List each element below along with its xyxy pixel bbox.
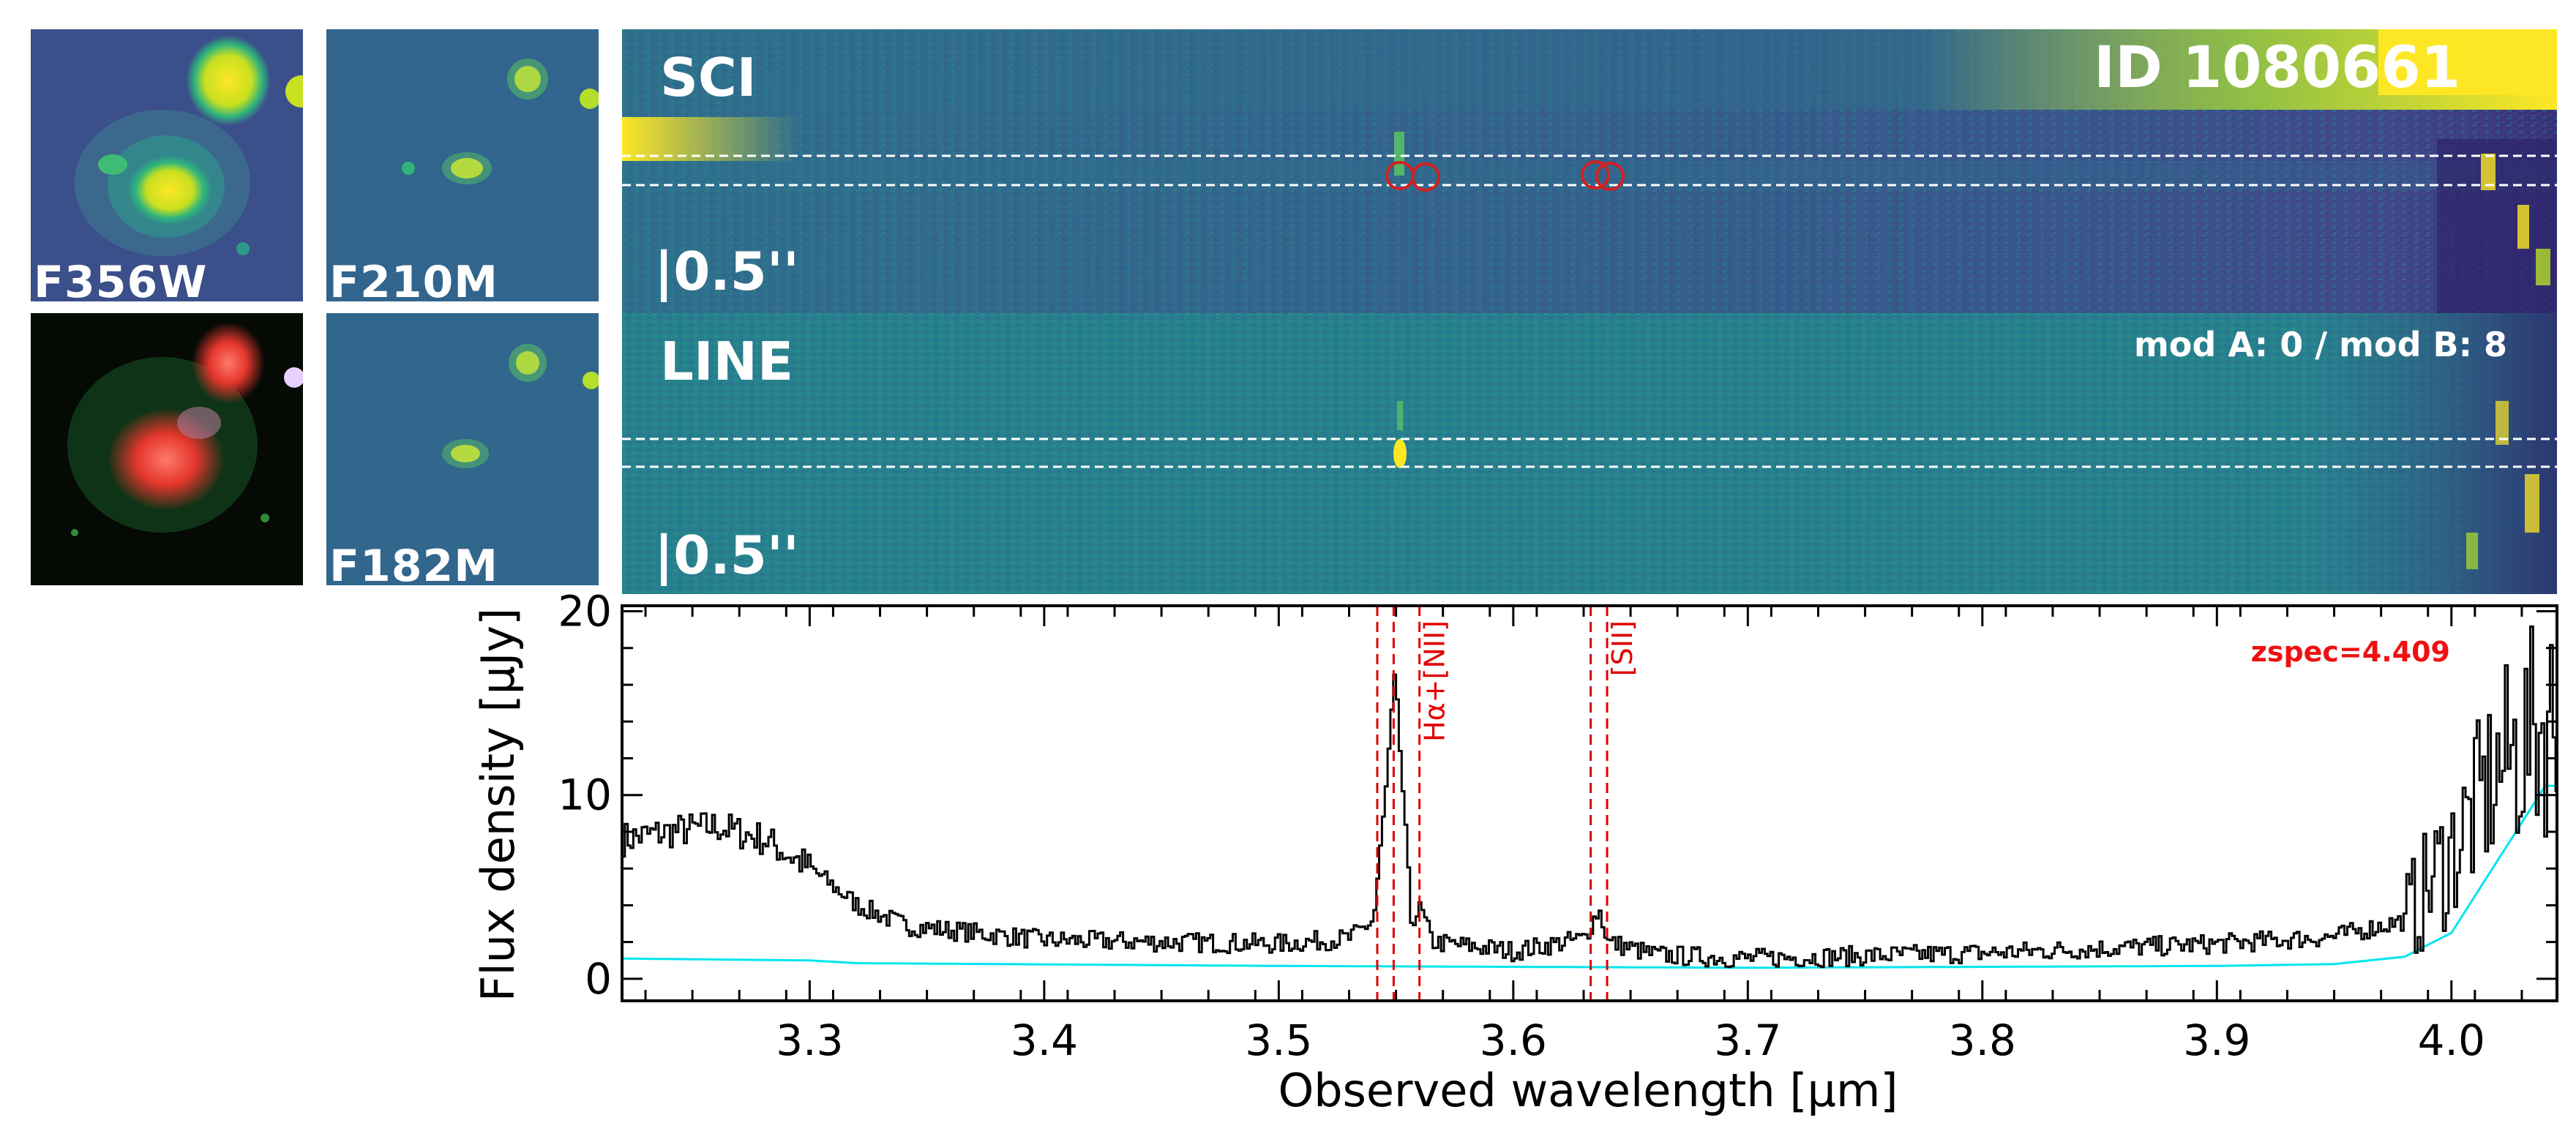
x-tick-label: 3.9 — [2183, 1015, 2250, 1065]
sci-2d-image — [622, 29, 2557, 313]
thumbnail-f356w: F356W — [31, 29, 303, 301]
sci-scale-bar: |0.5'' — [654, 241, 799, 302]
line-2d-image — [622, 313, 2557, 594]
thumbnail-label: F210M — [329, 257, 498, 301]
x-tick-label: 3.7 — [1714, 1015, 1781, 1065]
sci-2d-spectrum: SCI ID 1080661 |0.5'' — [622, 29, 2557, 313]
x-tick-label: 3.4 — [1011, 1015, 1078, 1065]
y-tick-label: 20 — [558, 587, 612, 636]
thumbnail-label: F356W — [34, 257, 208, 301]
sci-label: SCI — [660, 47, 757, 108]
x-tick-label: 3.3 — [776, 1015, 843, 1065]
y-tick-label: 10 — [558, 770, 612, 820]
emission-line-label: [SII] — [1606, 620, 1639, 676]
object-id: ID 1080661 — [2094, 35, 2460, 101]
flux-series-line — [622, 626, 2557, 969]
y-axis-label: Flux density [µJy] — [471, 608, 525, 1002]
x-tick-label: 3.8 — [1949, 1015, 2016, 1065]
x-tick-label: 4.0 — [2418, 1015, 2485, 1065]
thumbnail-f182m-image — [326, 313, 599, 585]
thumbnail-f356w-image — [31, 29, 303, 301]
thumbnail-f210m-image — [326, 29, 599, 301]
plot-frame — [621, 604, 2558, 1002]
error-series-line — [621, 784, 2555, 969]
line-scale-bar: |0.5'' — [654, 525, 799, 586]
emission-line-label: Hα+[NII] — [1419, 620, 1451, 742]
x-axis-label: Observed wavelength [µm] — [1278, 1064, 1898, 1117]
thumbnail-f182m: F182M — [326, 313, 599, 585]
redshift-label: zspec=4.409 — [2251, 636, 2450, 668]
thumbnail-rgb — [31, 313, 303, 585]
x-tick-label: 3.5 — [1245, 1015, 1312, 1065]
thumbnail-label: F182M — [329, 541, 498, 585]
y-tick-label: 0 — [585, 954, 612, 1004]
line-2d-spectrum: LINE mod A: 0 / mod B: 8 |0.5'' — [622, 313, 2557, 594]
line-label: LINE — [660, 331, 794, 392]
thumbnail-f210m: F210M — [326, 29, 599, 301]
thumbnail-rgb-image — [31, 313, 303, 585]
module-counts: mod A: 0 / mod B: 8 — [2133, 325, 2507, 364]
x-tick-label: 3.6 — [1480, 1015, 1547, 1065]
